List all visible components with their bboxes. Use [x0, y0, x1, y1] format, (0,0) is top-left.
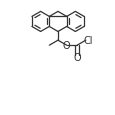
Text: O: O	[62, 40, 70, 50]
Text: Cl: Cl	[82, 36, 92, 46]
Text: O: O	[73, 52, 80, 62]
